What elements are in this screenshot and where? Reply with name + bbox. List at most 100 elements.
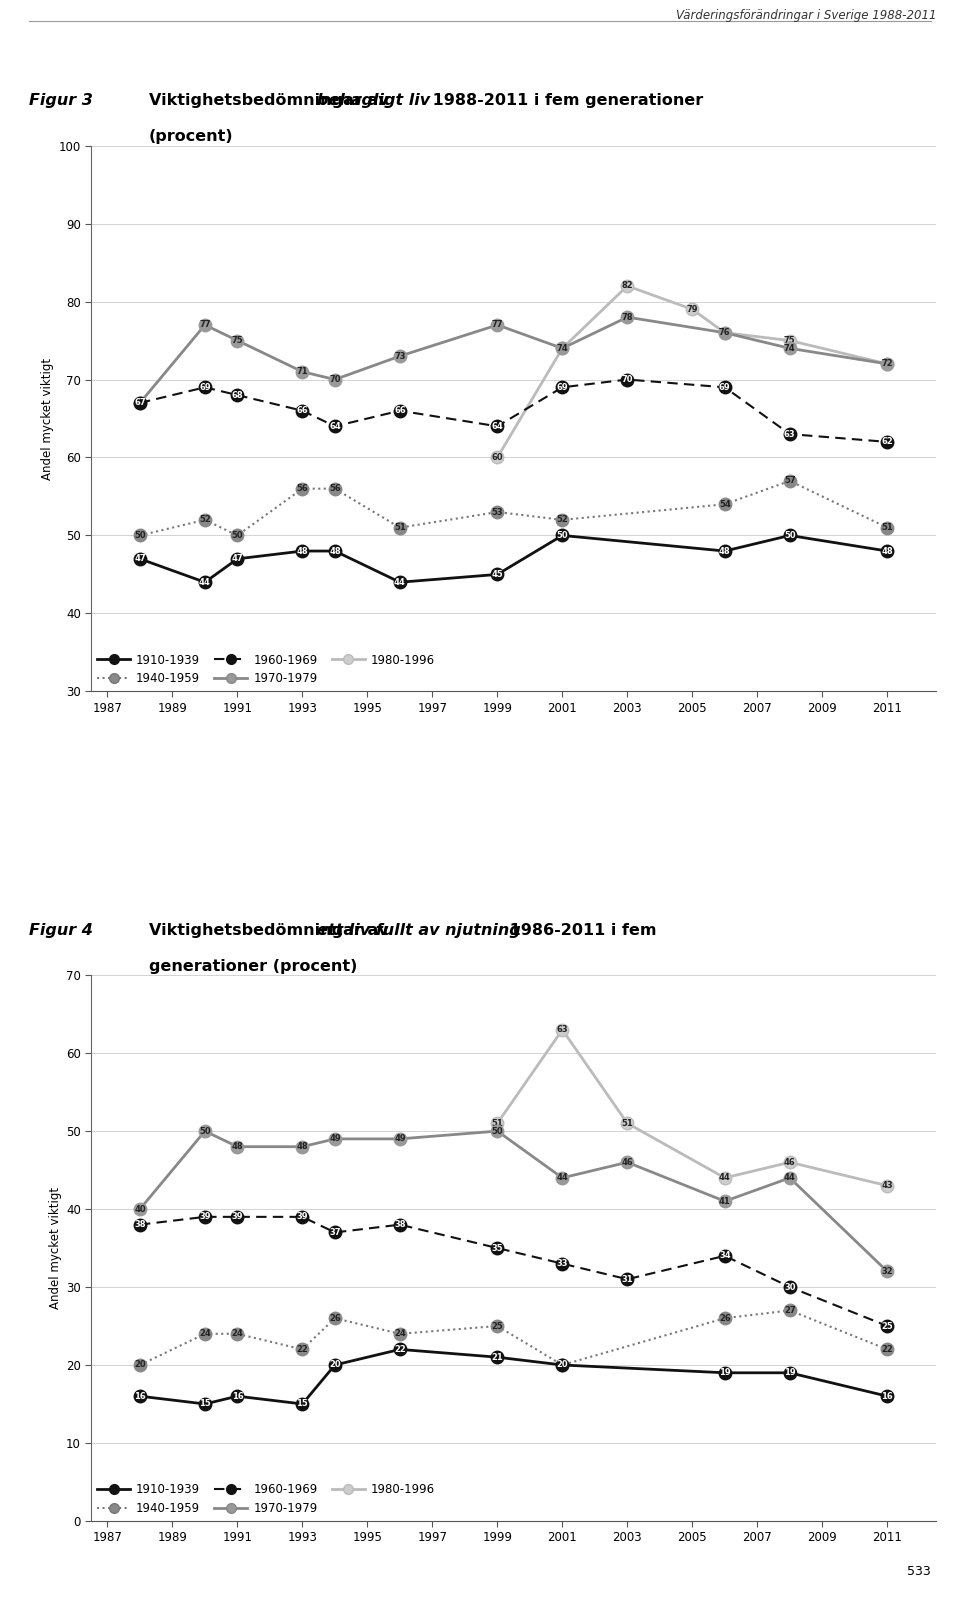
Text: 74: 74 (557, 345, 568, 353)
Text: 46: 46 (784, 1158, 796, 1167)
Text: 25: 25 (881, 1322, 893, 1330)
Text: 52: 52 (199, 516, 211, 524)
Text: 27: 27 (784, 1306, 796, 1315)
Text: generationer (procent): generationer (procent) (149, 958, 357, 974)
Text: 32: 32 (881, 1267, 893, 1277)
Text: 16: 16 (134, 1391, 146, 1401)
Text: 24: 24 (199, 1330, 211, 1338)
Text: 53: 53 (492, 508, 503, 516)
Text: 49: 49 (329, 1134, 341, 1144)
Text: 63: 63 (557, 1026, 568, 1034)
Text: ett liv fullt av njutning: ett liv fullt av njutning (317, 922, 520, 938)
Text: 77: 77 (492, 320, 503, 330)
Text: 24: 24 (394, 1330, 406, 1338)
Text: 30: 30 (784, 1283, 796, 1291)
Text: 19: 19 (719, 1369, 731, 1377)
Text: 39: 39 (297, 1212, 308, 1222)
Text: 52: 52 (557, 516, 568, 524)
Text: 68: 68 (231, 390, 243, 400)
Text: 67: 67 (134, 398, 146, 408)
Text: 60: 60 (492, 453, 503, 463)
Text: 63: 63 (784, 430, 796, 438)
Text: 44: 44 (784, 1173, 796, 1183)
Text: 51: 51 (621, 1118, 634, 1128)
Text: 51: 51 (881, 523, 893, 532)
Text: 48: 48 (881, 547, 893, 555)
Text: 39: 39 (199, 1212, 210, 1222)
Text: 54: 54 (719, 500, 731, 508)
Text: 82: 82 (621, 282, 634, 291)
Text: Figur 4: Figur 4 (29, 922, 93, 938)
Text: 1986-2011 i fem: 1986-2011 i fem (504, 922, 657, 938)
Text: 44: 44 (719, 1173, 731, 1183)
Text: 16: 16 (881, 1391, 893, 1401)
Text: 48: 48 (297, 1142, 308, 1150)
Text: 75: 75 (784, 337, 796, 345)
Text: 26: 26 (329, 1314, 341, 1322)
Text: 16: 16 (231, 1391, 243, 1401)
Text: 19: 19 (784, 1369, 796, 1377)
Y-axis label: Andel mycket viktigt: Andel mycket viktigt (49, 1188, 61, 1309)
Text: 64: 64 (492, 422, 503, 430)
Text: 44: 44 (557, 1173, 568, 1183)
Text: 49: 49 (394, 1134, 406, 1144)
Text: 74: 74 (784, 345, 796, 353)
Text: 533: 533 (907, 1565, 931, 1578)
Text: 46: 46 (621, 1158, 634, 1167)
Legend: 1910-1939, 1940-1959, 1960-1969, 1970-1979, 1980-1996: 1910-1939, 1940-1959, 1960-1969, 1970-19… (97, 1484, 435, 1514)
Text: 31: 31 (621, 1275, 634, 1283)
Text: 48: 48 (719, 547, 731, 555)
Text: 69: 69 (557, 383, 568, 392)
Text: 44: 44 (199, 578, 211, 587)
Text: 38: 38 (134, 1220, 146, 1230)
Text: 72: 72 (881, 359, 893, 369)
Text: 25: 25 (492, 1322, 503, 1330)
Text: 69: 69 (719, 383, 731, 392)
Text: 20: 20 (557, 1361, 568, 1369)
Text: 22: 22 (297, 1345, 308, 1354)
Y-axis label: Andel mycket viktigt: Andel mycket viktigt (41, 358, 55, 479)
Text: 47: 47 (134, 555, 146, 563)
Text: 22: 22 (881, 1345, 893, 1354)
Text: 24: 24 (231, 1330, 243, 1338)
Text: 50: 50 (492, 1126, 503, 1136)
Text: (procent): (procent) (149, 129, 233, 144)
Text: 33: 33 (557, 1259, 568, 1269)
Text: 39: 39 (231, 1212, 243, 1222)
Text: Viktighetsbedömningar av: Viktighetsbedömningar av (149, 922, 394, 938)
Text: 62: 62 (881, 437, 893, 447)
Text: 34: 34 (719, 1251, 731, 1260)
Text: 15: 15 (199, 1400, 211, 1409)
Text: 50: 50 (784, 531, 796, 540)
Text: 66: 66 (394, 406, 406, 416)
Text: 40: 40 (134, 1204, 146, 1214)
Text: 50: 50 (134, 531, 146, 540)
Text: 15: 15 (297, 1400, 308, 1409)
Text: 51: 51 (492, 1118, 503, 1128)
Text: 43: 43 (881, 1181, 893, 1191)
Text: 75: 75 (231, 337, 243, 345)
Text: 77: 77 (199, 320, 210, 330)
Text: 74: 74 (557, 345, 568, 353)
Text: 44: 44 (394, 578, 406, 587)
Text: 56: 56 (297, 484, 308, 493)
Text: 48: 48 (297, 547, 308, 555)
Text: Viktighetsbedömningar av: Viktighetsbedömningar av (149, 94, 394, 108)
Text: 57: 57 (784, 476, 796, 485)
Text: 47: 47 (231, 555, 243, 563)
Text: 37: 37 (329, 1228, 341, 1236)
Text: Värderingsförändringar i Sverige 1988-2011: Värderingsförändringar i Sverige 1988-20… (676, 10, 936, 23)
Text: 73: 73 (395, 351, 406, 361)
Text: 64: 64 (329, 422, 341, 430)
Text: 79: 79 (686, 304, 698, 314)
Text: 35: 35 (492, 1244, 503, 1252)
Text: 21: 21 (492, 1353, 503, 1362)
Text: 41: 41 (719, 1197, 731, 1205)
Legend: 1910-1939, 1940-1959, 1960-1969, 1970-1979, 1980-1996: 1910-1939, 1940-1959, 1960-1969, 1970-19… (97, 654, 435, 686)
Text: 50: 50 (231, 531, 243, 540)
Text: 66: 66 (297, 406, 308, 416)
Text: 76: 76 (719, 328, 731, 337)
Text: 20: 20 (557, 1361, 568, 1369)
Text: behagligt liv: behagligt liv (317, 94, 430, 108)
Text: 67: 67 (134, 398, 146, 408)
